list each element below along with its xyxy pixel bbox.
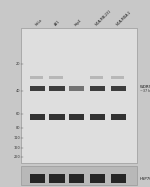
Text: 110: 110 [14, 137, 20, 140]
Bar [90, 86, 105, 91]
Text: 260: 260 [14, 155, 20, 159]
Bar [21, 166, 136, 185]
Bar [49, 114, 65, 120]
Bar [30, 76, 43, 79]
Text: WDR5: WDR5 [140, 85, 150, 89]
Bar [111, 76, 124, 79]
Text: MDA-MB-231: MDA-MB-231 [95, 9, 112, 27]
Text: 60: 60 [16, 112, 20, 116]
Text: HSP70: HSP70 [140, 177, 150, 181]
Bar [69, 86, 84, 91]
Bar [30, 114, 45, 120]
Text: A31: A31 [54, 20, 62, 27]
Text: 160: 160 [14, 146, 20, 150]
Bar [111, 114, 126, 120]
Text: 80: 80 [16, 126, 20, 130]
Bar [111, 86, 126, 91]
Bar [69, 174, 84, 183]
Bar [21, 28, 136, 163]
Bar [90, 174, 105, 183]
Text: 20: 20 [16, 62, 20, 66]
Text: MDA-MDA-2: MDA-MDA-2 [116, 10, 132, 27]
Bar [30, 174, 45, 183]
Bar [49, 174, 65, 183]
Bar [69, 114, 84, 120]
Bar [111, 174, 126, 183]
Bar [49, 76, 63, 79]
Text: Hep1: Hep1 [74, 18, 83, 27]
Bar [90, 114, 105, 120]
Text: HeLa: HeLa [35, 18, 43, 27]
Text: 40: 40 [16, 89, 20, 93]
Bar [90, 76, 103, 79]
Bar [49, 86, 65, 91]
Text: ~37 kDa: ~37 kDa [140, 88, 150, 93]
Bar [30, 86, 45, 91]
